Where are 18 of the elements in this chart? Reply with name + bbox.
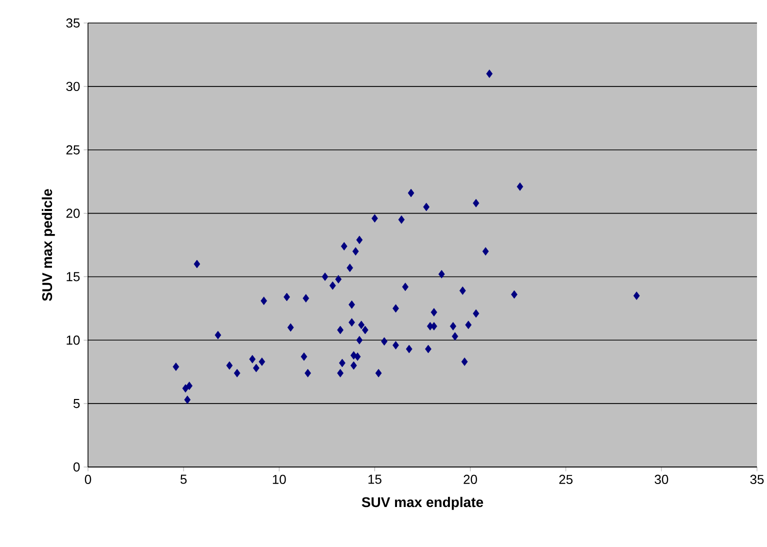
y-axis-title: SUV max pedicle [42,189,55,302]
x-tick-label: 5 [180,474,187,484]
y-tick-label: 35 [66,18,80,28]
y-tick-label: 20 [66,208,80,218]
y-tick-label: 25 [66,145,80,154]
y-tick-label: 5 [73,399,80,408]
x-axis-title: SUV max endplate [362,496,484,510]
x-tick-label: 25 [559,474,573,484]
x-tick-label: 20 [464,474,478,484]
x-tick-label: 0 [84,474,92,484]
x-tick-label: 35 [750,474,764,484]
y-tick-label: 30 [66,82,80,92]
y-tick-label: 15 [66,272,80,282]
x-tick-label: 10 [272,474,286,484]
x-tick-label: 30 [654,474,668,484]
y-tick-label: 10 [66,336,80,345]
x-tick-label: 15 [368,474,382,484]
y-tick-label: 0 [73,462,80,472]
